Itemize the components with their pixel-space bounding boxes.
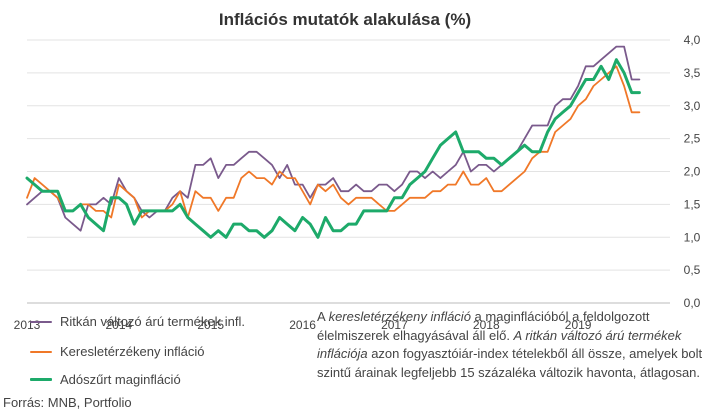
legend-item-ritkan: Ritkán változó árú termékek infl. xyxy=(30,314,245,329)
note-text: a maginflációból a feldolgozott élelmisz… xyxy=(317,309,650,343)
series-line-kereslet xyxy=(26,65,641,219)
legend-item-adoszurt: Adószűrt maginfláció xyxy=(30,372,181,387)
note-term-kereslet: keresletérzékeny infláció xyxy=(328,309,471,324)
series-lines xyxy=(25,45,641,239)
y-axis-ticks: 0,0 0,5 1,0 1,5 2,0 2,5 3,0 3,5 4,0 xyxy=(684,33,701,310)
y-tick-label: 0,0 xyxy=(684,296,701,310)
legend-swatch-adoszurt xyxy=(30,378,52,381)
chart-title: Inflációs mutatók alakulása (%) xyxy=(219,10,471,29)
x-tick-label: 2015 xyxy=(197,318,224,332)
y-tick-label: 3,5 xyxy=(684,66,701,80)
x-tick-label: 2017 xyxy=(381,318,408,332)
y-tick-label: 3,0 xyxy=(684,99,701,113)
y-tick-label: 1,0 xyxy=(684,230,701,244)
legend-swatch-kereslet xyxy=(30,350,52,353)
legend-item-kereslet: Keresletérzékeny infláció xyxy=(30,344,205,359)
x-tick-label: 2014 xyxy=(106,318,133,332)
y-tick-label: 2,0 xyxy=(684,165,701,179)
y-tick-label: 1,5 xyxy=(684,197,701,211)
legend-label-kereslet: Keresletérzékeny infláció xyxy=(60,344,205,359)
y-tick-label: 4,0 xyxy=(684,33,701,47)
note-text: azon fogyasztóiár-index tételekből áll ö… xyxy=(317,346,703,380)
note-term-ritkan: A ritkán változó árú termékek inflációja xyxy=(317,327,682,362)
methodology-note: A keresletérzékeny infláció a maginfláci… xyxy=(317,308,712,382)
y-tick-label: 0,5 xyxy=(684,263,701,277)
x-tick-label: 2019 xyxy=(565,318,592,332)
legend-label-ritkan: Ritkán változó árú termékek infl. xyxy=(60,314,245,329)
x-tick-label: 2016 xyxy=(289,318,316,332)
source-note: Forrás: MNB, Portfolio xyxy=(3,395,132,410)
y-tick-label: 2,5 xyxy=(684,132,701,146)
series-line-adoszurt xyxy=(25,58,641,239)
x-tick-label: 2018 xyxy=(473,318,500,332)
legend-label-adoszurt: Adószűrt maginfláció xyxy=(60,372,181,387)
legend-swatch-ritkan xyxy=(30,320,52,323)
grid-lines xyxy=(27,39,670,304)
note-text: A xyxy=(317,309,329,324)
